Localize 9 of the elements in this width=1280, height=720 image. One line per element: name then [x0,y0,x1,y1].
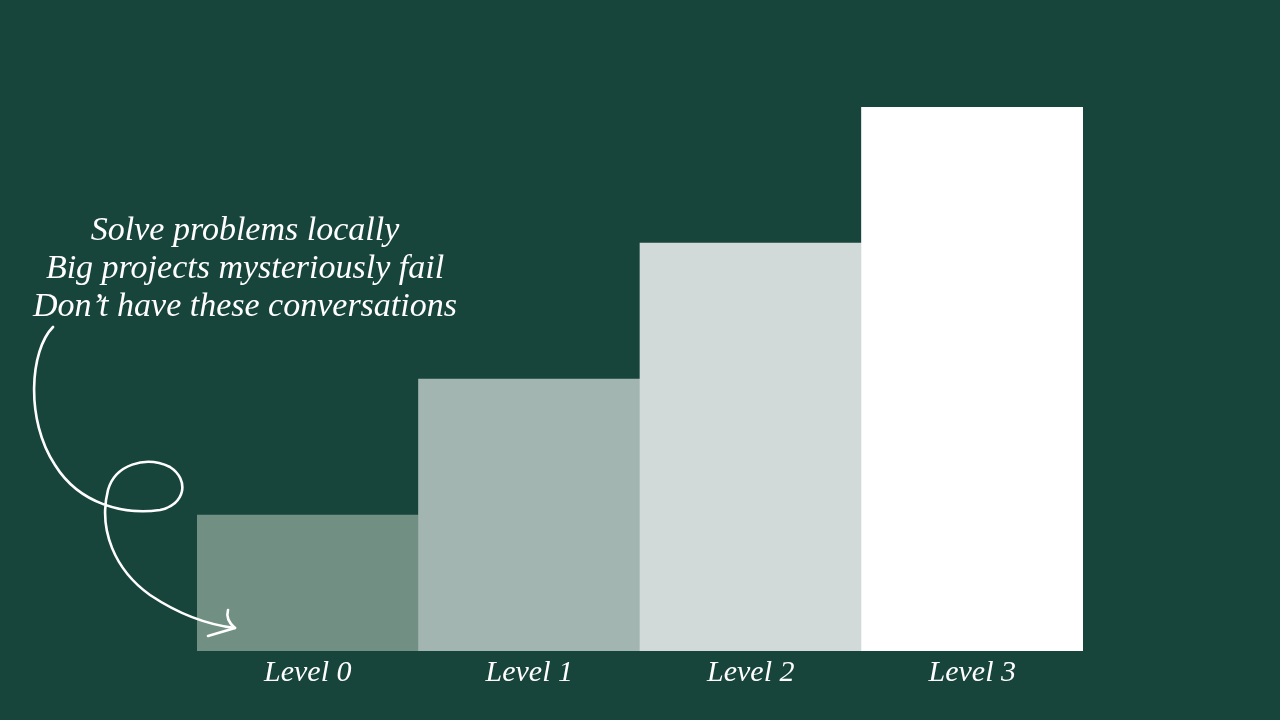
bar [861,107,1083,651]
x-tick-label: Level 0 [263,653,352,687]
bar [418,378,641,651]
x-tick-label: Level 3 [927,653,1016,687]
bar [197,514,419,651]
x-tick-label: Level 2 [706,653,795,687]
bar [639,242,862,651]
annotation: Solve problems locally Big projects mysteriously fail Don’t have these conversations [32,209,457,323]
x-tick-label: Level 1 [484,653,573,687]
